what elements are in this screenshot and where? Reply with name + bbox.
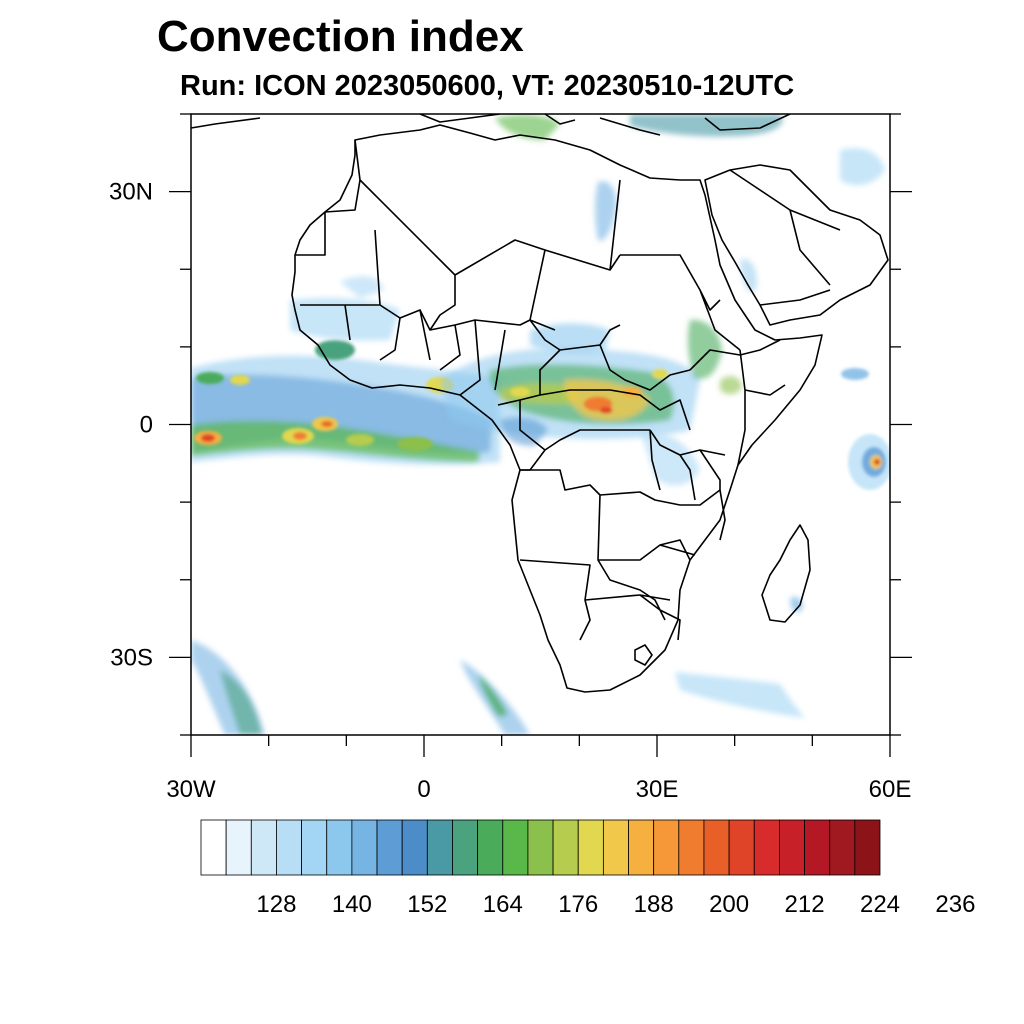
- map-title: Convection index: [157, 12, 524, 61]
- mediterranean-convection: [495, 114, 885, 186]
- colorbar-swatch: [678, 819, 705, 876]
- colorbar-swatch: [426, 819, 453, 876]
- colorbar-label: 200: [709, 891, 749, 918]
- colorbar-swatch: [376, 819, 403, 876]
- colorbar-swatch: [326, 819, 353, 876]
- colorbar-swatch: [200, 819, 227, 876]
- atlantic-itcz-band: [191, 355, 500, 465]
- lat-tick-label: 30S: [110, 644, 153, 671]
- convection-field: [191, 114, 890, 735]
- colorbar-swatch: [477, 819, 504, 876]
- lon-tick-label: 60E: [869, 776, 912, 803]
- east-africa-drizzle: [640, 429, 803, 612]
- colorbar-swatch: [602, 819, 629, 876]
- colorbar-swatch: [276, 819, 302, 876]
- colorbar-swatch: [779, 819, 805, 876]
- coastlines-and-borders: [191, 114, 889, 693]
- colorbar-swatch: [829, 819, 856, 876]
- colorbar-swatch: [577, 819, 604, 876]
- colorbar-swatch: [653, 819, 680, 876]
- north-africa-light-cells: [595, 181, 757, 292]
- lon-tick-label: 30W: [166, 776, 216, 803]
- colorbar-label: 236: [935, 891, 975, 918]
- colorbar-label: 128: [256, 891, 296, 918]
- colorbar-swatch: [628, 819, 655, 876]
- central-africa-convection: [440, 319, 742, 446]
- colorbar-label: 164: [483, 891, 523, 918]
- colorbar-label: 188: [634, 891, 674, 918]
- colorbar-swatch: [527, 819, 554, 876]
- lon-tick-label: 30E: [636, 776, 679, 803]
- border-arabia: [729, 169, 841, 306]
- border-southern-africa: [519, 469, 726, 641]
- south-atlantic-bands: [191, 640, 805, 735]
- colorbar-swatch: [703, 819, 730, 876]
- colorbar-swatch: [854, 819, 881, 876]
- border-west-africa: [295, 212, 531, 396]
- border-horn: [620, 254, 786, 466]
- colorbar-label: 224: [860, 891, 900, 918]
- colorbar-label: 176: [558, 891, 598, 918]
- colorbar-swatch: [351, 819, 378, 876]
- lat-tick-label: 0: [140, 412, 153, 439]
- axis-ticks: 30N 0 30S 30W 0 30E 60E: [109, 113, 912, 803]
- lat-tick-label: 30N: [109, 179, 153, 206]
- border-lesotho: [634, 644, 653, 666]
- africa-coastline: [291, 124, 823, 693]
- colorbar-swatch: [502, 819, 529, 876]
- colorbar-swatch: [452, 819, 479, 876]
- colorbar-label: 140: [332, 891, 372, 918]
- colorbar-swatch: [225, 819, 252, 876]
- colorbar-swatch: [401, 819, 428, 876]
- colorbar-label: 152: [407, 891, 447, 918]
- colorbar-swatch: [301, 819, 328, 876]
- colorbar-swatch: [250, 819, 277, 876]
- colorbar-swatch: [552, 819, 579, 876]
- mediterranean-north-coast: [191, 114, 791, 136]
- west-africa-northern-cells: [290, 276, 610, 353]
- border-maghreb: [324, 139, 621, 331]
- arabia-coastline: [704, 164, 889, 326]
- colorbar-swatch: [804, 819, 831, 876]
- colorbar-label: 212: [785, 891, 825, 918]
- indian-ocean-cyclone: [841, 368, 890, 490]
- border-east-lakes: [649, 429, 721, 501]
- central-africa-hotspots: [510, 369, 668, 413]
- colorbar-swatch: [753, 819, 780, 876]
- madagascar-coastline: [761, 524, 811, 623]
- lon-tick-label: 0: [417, 776, 430, 803]
- map-subtitle: Run: ICON 2023050600, VT: 20230510-12UTC: [180, 70, 795, 102]
- colorbar: 128 140 152 164 176 188 200 212 224 236: [200, 819, 975, 918]
- colorbar-swatch: [728, 819, 755, 876]
